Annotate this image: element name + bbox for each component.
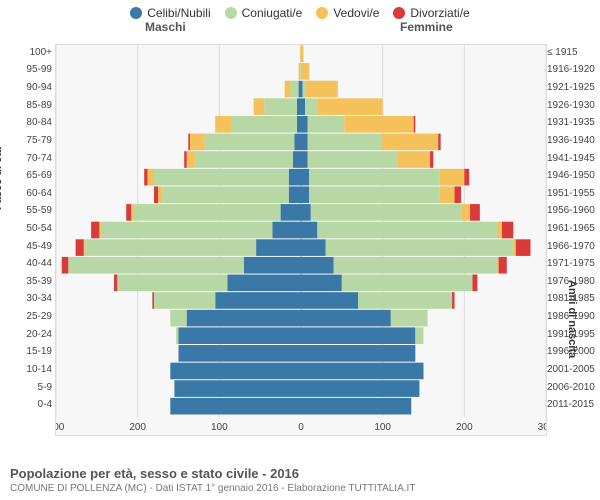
- birth-label: 1916-1920: [547, 65, 600, 75]
- birth-label: 1941-1945: [547, 154, 600, 164]
- birth-label: 1926-1930: [547, 101, 600, 111]
- birth-label: 1946-1950: [547, 171, 600, 181]
- svg-text:100: 100: [211, 422, 228, 433]
- pyramid-chart: Celibi/Nubili Coniugati/e Vedovi/e Divor…: [0, 0, 600, 500]
- birth-label: 1956-1960: [547, 206, 600, 216]
- age-label: 25-29: [0, 312, 52, 322]
- svg-text:300: 300: [56, 422, 65, 433]
- birth-label: 1971-1975: [547, 259, 600, 269]
- birth-label: 1976-1980: [547, 277, 600, 287]
- svg-text:100: 100: [374, 422, 391, 433]
- age-label: 30-34: [0, 294, 52, 304]
- svg-text:0: 0: [298, 422, 304, 433]
- birth-label: 1986-1990: [547, 312, 600, 322]
- legend-item-widowed: Vedovi/e: [316, 6, 379, 20]
- y-right-labels: ≤ 1915 1916-1920 1921-1925 1926-1930 1931-19…: [547, 44, 600, 434]
- age-label: 40-44: [0, 259, 52, 269]
- birth-label: 1936-1940: [547, 136, 600, 146]
- gender-header: Maschi Femmine: [0, 20, 600, 38]
- swatch-married: [225, 7, 237, 19]
- female-header: Femmine: [400, 20, 453, 34]
- age-label: 100+: [0, 48, 52, 58]
- legend-label: Coniugati/e: [242, 6, 303, 20]
- age-label: 35-39: [0, 277, 52, 287]
- birth-label: 2011-2015: [547, 400, 600, 410]
- birth-label: 1996-2000: [547, 347, 600, 357]
- age-label: 5-9: [0, 383, 52, 393]
- birth-label: 1966-1970: [547, 242, 600, 252]
- age-label: 75-79: [0, 136, 52, 146]
- birth-label: 1981-1985: [547, 294, 600, 304]
- legend-item-single: Celibi/Nubili: [130, 6, 210, 20]
- age-label: 65-69: [0, 171, 52, 181]
- swatch-widowed: [316, 7, 328, 19]
- svg-text:200: 200: [129, 422, 146, 433]
- birth-label: 1921-1925: [547, 83, 600, 93]
- birth-label: 1991-1995: [547, 330, 600, 340]
- age-label: 95-99: [0, 65, 52, 75]
- age-label: 50-54: [0, 224, 52, 234]
- birth-label: 2006-2010: [547, 383, 600, 393]
- age-label: 15-19: [0, 347, 52, 357]
- swatch-single: [130, 7, 142, 19]
- y-left-labels: 100+ 95-99 90-94 85-89 80-84 75-79 70-74 65-69 6…: [0, 44, 52, 434]
- legend-item-divorced: Divorziati/e: [393, 6, 469, 20]
- svg-text:300: 300: [538, 422, 546, 433]
- age-label: 85-89: [0, 101, 52, 111]
- legend-label: Vedovi/e: [333, 6, 379, 20]
- age-label: 0-4: [0, 400, 52, 410]
- age-label: 20-24: [0, 330, 52, 340]
- age-label: 45-49: [0, 242, 52, 252]
- birth-label: 1961-1965: [547, 224, 600, 234]
- svg-text:200: 200: [456, 422, 473, 433]
- chart-title: Popolazione per età, sesso e stato civil…: [10, 466, 590, 481]
- age-label: 10-14: [0, 365, 52, 375]
- age-label: 90-94: [0, 83, 52, 93]
- legend-item-married: Coniugati/e: [225, 6, 303, 20]
- legend-label: Celibi/Nubili: [147, 6, 210, 20]
- age-label: 80-84: [0, 118, 52, 128]
- age-label: 60-64: [0, 189, 52, 199]
- legend-label: Divorziati/e: [410, 6, 469, 20]
- legend: Celibi/Nubili Coniugati/e Vedovi/e Divor…: [0, 0, 600, 20]
- birth-label: 1931-1935: [547, 118, 600, 128]
- pyramid-svg: 300 200 100 0 100 200 300: [56, 45, 546, 435]
- plot-area: 300 200 100 0 100 200 300: [55, 44, 547, 436]
- footer: Popolazione per età, sesso e stato civil…: [10, 466, 590, 494]
- male-header: Maschi: [145, 20, 186, 34]
- chart-subtitle: COMUNE DI POLLENZA (MC) - Dati ISTAT 1° …: [10, 483, 590, 494]
- birth-label: 1951-1955: [547, 189, 600, 199]
- birth-label: ≤ 1915: [547, 48, 600, 58]
- swatch-divorced: [393, 7, 405, 19]
- age-label: 70-74: [0, 154, 52, 164]
- birth-label: 2001-2005: [547, 365, 600, 375]
- age-label: 55-59: [0, 206, 52, 216]
